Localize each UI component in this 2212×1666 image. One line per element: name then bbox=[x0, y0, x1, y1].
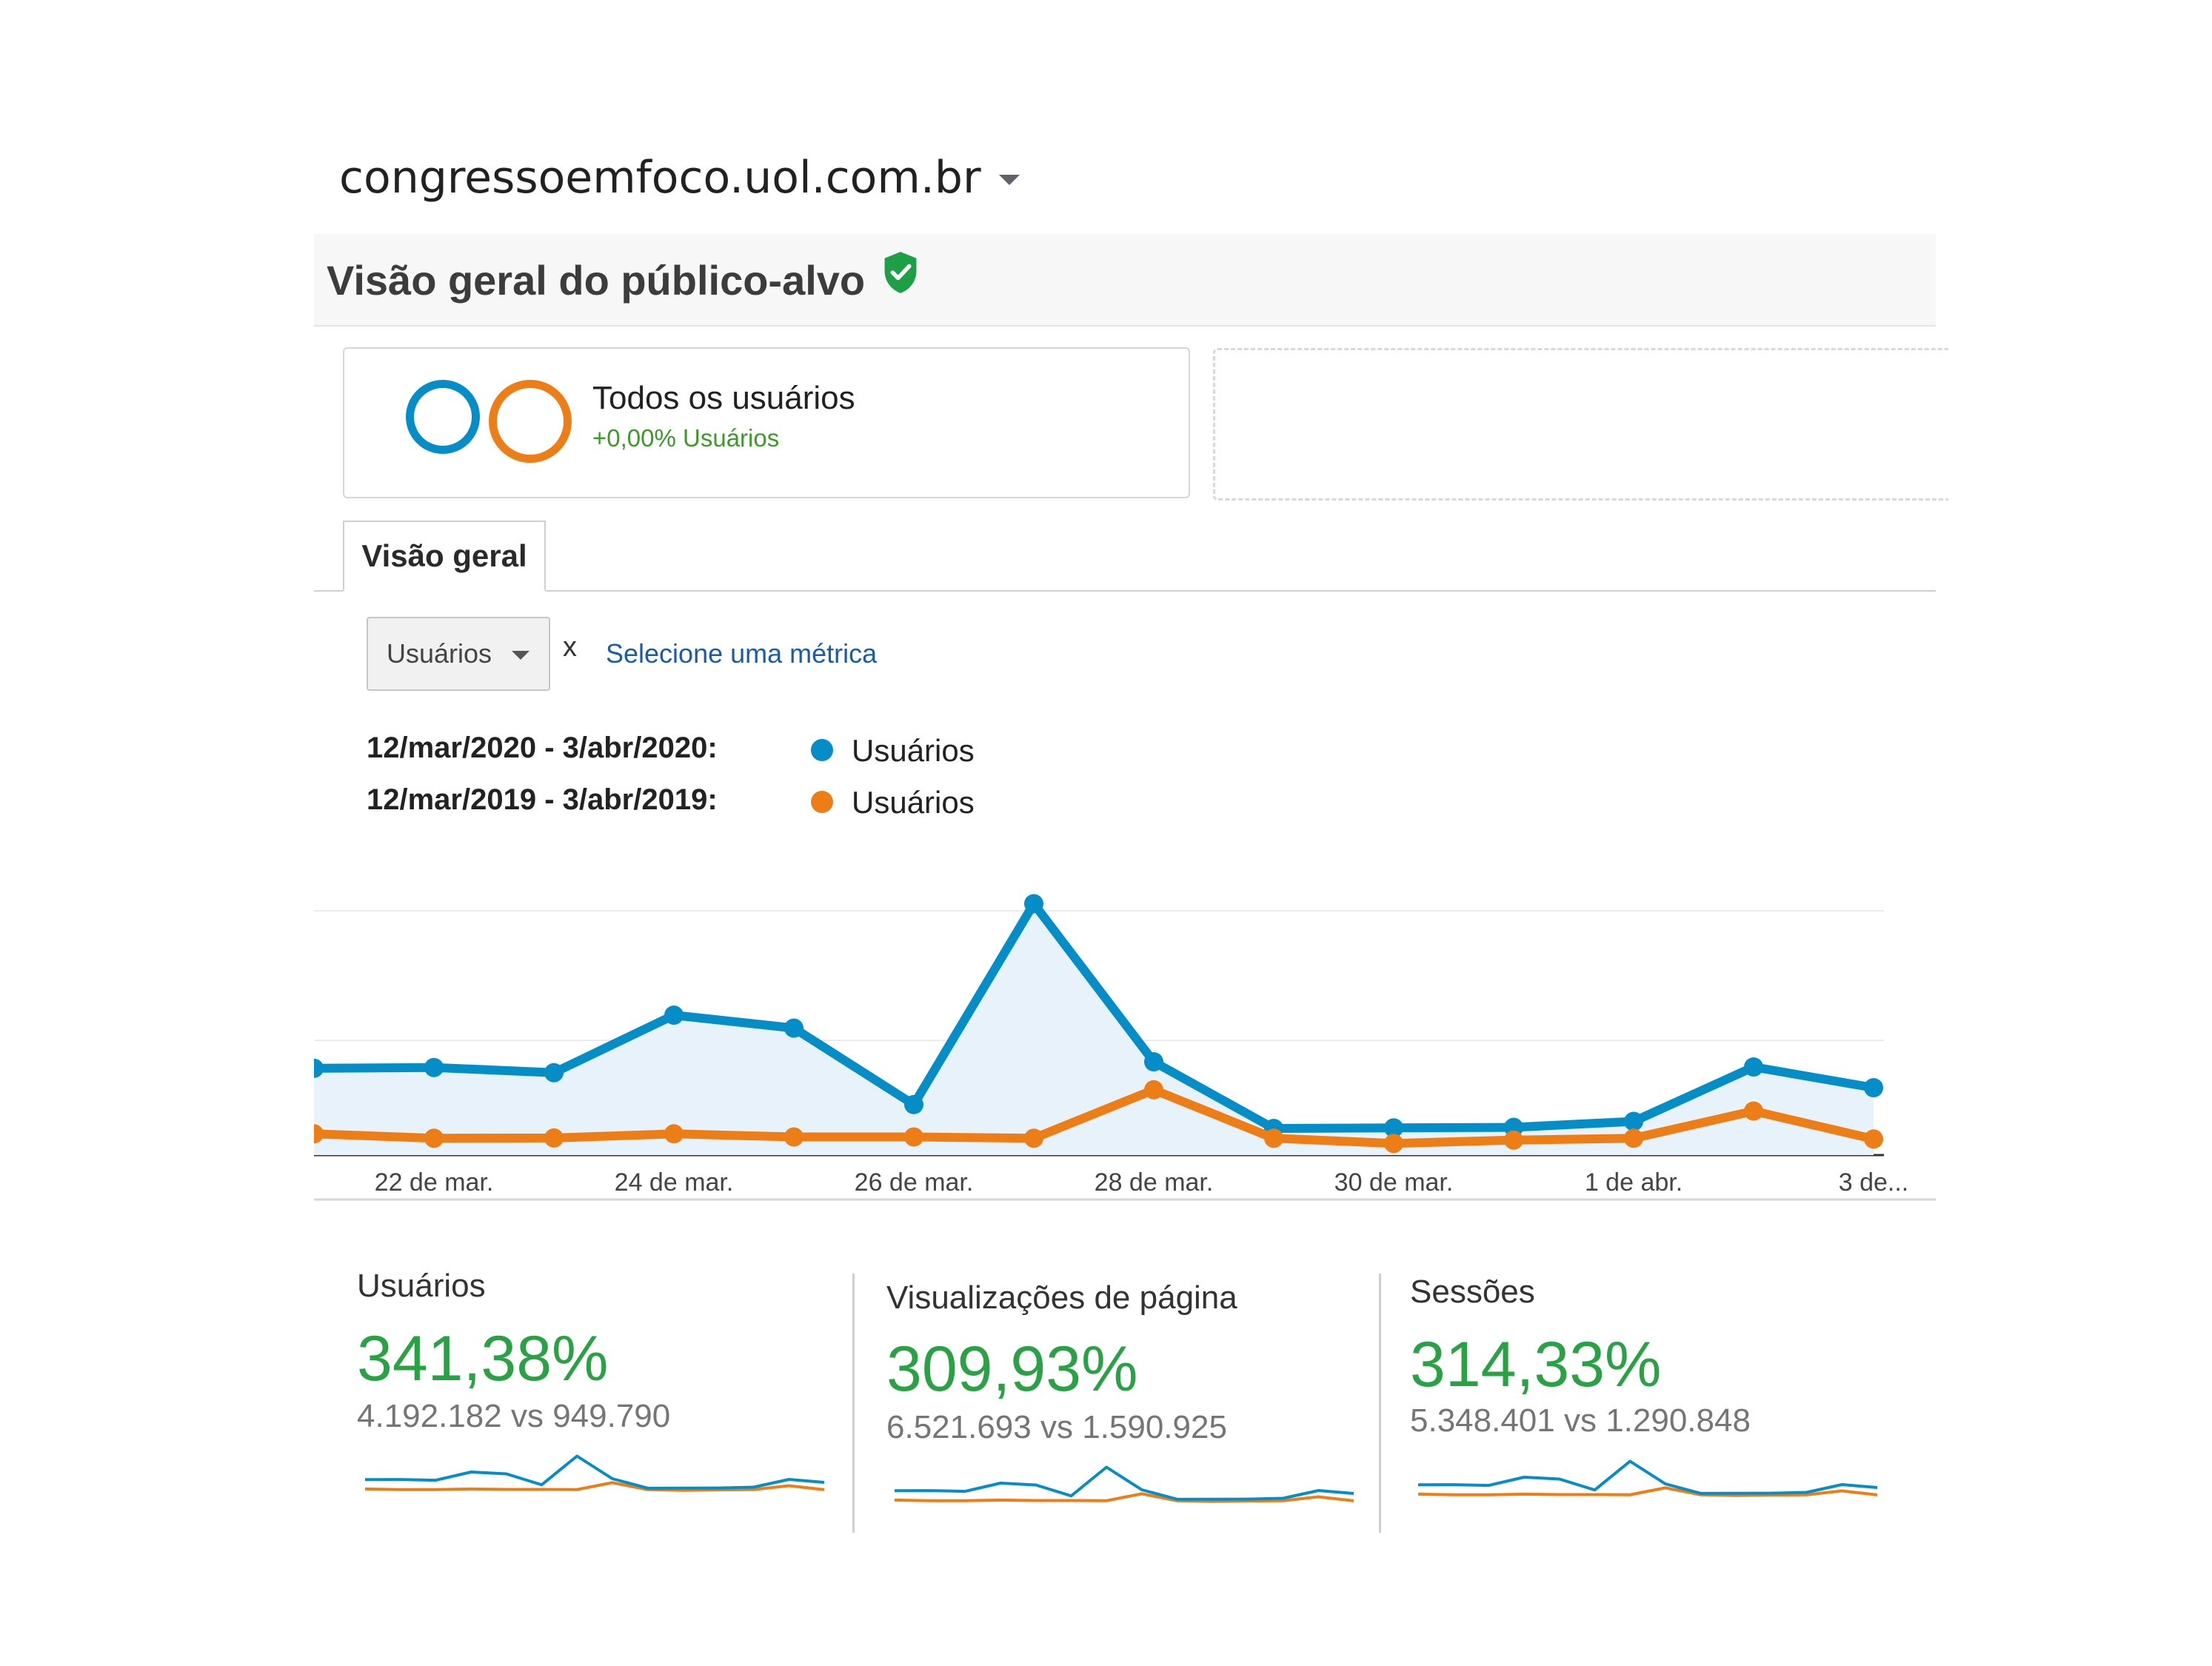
series-previous-point-1 bbox=[424, 1128, 444, 1148]
series-current-point-5 bbox=[904, 1094, 923, 1114]
sparkline-current bbox=[364, 1454, 825, 1490]
add-segment-placeholder[interactable] bbox=[1213, 348, 1948, 501]
x-tick-label: 26 de mar. bbox=[855, 1168, 974, 1197]
series-current-point-0 bbox=[314, 1058, 324, 1078]
series-current-point-6 bbox=[1024, 894, 1043, 914]
legend-range-previous: 12/mar/2019 - 3/abr/2019: bbox=[367, 783, 718, 816]
series-previous-point-11 bbox=[1624, 1128, 1643, 1148]
property-name: congressoemfoco.uol.com.br bbox=[339, 152, 981, 204]
x-tick-label: 3 de... bbox=[1839, 1168, 1909, 1197]
metric-dropdown-value: Usuários bbox=[387, 638, 492, 669]
sparkline-previous bbox=[364, 1481, 825, 1492]
legend-range-current: 12/mar/2020 - 3/abr/2020: bbox=[367, 732, 718, 764]
series-current-point-12 bbox=[1744, 1057, 1763, 1077]
scorecard-pageviews-percent: 309,93% bbox=[886, 1334, 1138, 1405]
series-previous-point-7 bbox=[1144, 1080, 1163, 1100]
tab-overview[interactable]: Visão geral bbox=[343, 521, 546, 592]
users-line-chart[interactable]: 22 de mar. 24 de mar. 26 de mar. 28 de mar.… bbox=[314, 859, 1936, 1207]
tab-divider bbox=[314, 590, 1936, 592]
report-header bbox=[314, 234, 1936, 327]
scorecard-users-percent: 341,38% bbox=[357, 1323, 609, 1394]
series-current-point-2 bbox=[544, 1063, 564, 1083]
series-previous-point-2 bbox=[544, 1128, 564, 1148]
series-current-point-4 bbox=[784, 1018, 803, 1038]
scorecard-sessions-compare: 5.348.401 vs 1.290.848 bbox=[1410, 1402, 1751, 1439]
scorecard-sessions-sparkline bbox=[1417, 1459, 1878, 1497]
sparkline-previous bbox=[894, 1492, 1354, 1503]
x-tick-label: 22 de mar. bbox=[375, 1168, 494, 1197]
segment-change: +0,00% Usuários bbox=[592, 424, 780, 452]
series-current-point-7 bbox=[1144, 1052, 1163, 1071]
legend-label-previous: Usuários bbox=[852, 785, 975, 820]
scorecard-pageviews-compare: 6.521.693 vs 1.590.925 bbox=[886, 1409, 1227, 1445]
sparkline-current bbox=[894, 1465, 1354, 1501]
scorecard-pageviews-title: Visualizações de página bbox=[886, 1279, 1237, 1316]
series-current-point-1 bbox=[424, 1057, 444, 1077]
series-previous-point-13 bbox=[1864, 1129, 1883, 1149]
series-previous-point-9 bbox=[1384, 1134, 1403, 1154]
series-current-point-11 bbox=[1624, 1111, 1643, 1131]
series-previous-point-4 bbox=[784, 1127, 803, 1147]
sparkline-previous bbox=[1417, 1486, 1878, 1497]
series-previous-point-12 bbox=[1744, 1101, 1763, 1121]
series-previous-point-10 bbox=[1504, 1130, 1523, 1150]
scorecard-users-compare: 4.192.182 vs 949.790 bbox=[357, 1398, 671, 1434]
segment-current-circle-icon bbox=[406, 380, 480, 454]
series-current-area bbox=[314, 903, 1874, 1155]
series-previous-point-5 bbox=[904, 1127, 923, 1147]
series-previous-point-8 bbox=[1264, 1128, 1283, 1148]
series-current-point-9 bbox=[1384, 1118, 1403, 1138]
x-tick-label: 24 de mar. bbox=[615, 1168, 734, 1197]
legend-dot-previous bbox=[811, 791, 833, 813]
legend-label-current: Usuários bbox=[852, 733, 975, 768]
series-current-point-3 bbox=[664, 1006, 684, 1025]
series-previous-point-3 bbox=[664, 1124, 684, 1144]
segment-card[interactable] bbox=[343, 347, 1190, 498]
scorecard-sessions-title: Sessões bbox=[1410, 1274, 1535, 1310]
x-tick-label: 1 de abr. bbox=[1585, 1168, 1683, 1197]
scorecard-divider bbox=[852, 1274, 855, 1533]
x-tick-label: 30 de mar. bbox=[1334, 1168, 1454, 1197]
series-previous-point-0 bbox=[314, 1124, 324, 1144]
vs-separator: x bbox=[563, 632, 577, 663]
page-title: Visão geral do público-alvo bbox=[327, 256, 866, 304]
series-previous-point-6 bbox=[1024, 1128, 1043, 1148]
scorecard-users-sparkline bbox=[364, 1454, 825, 1492]
caret-down-icon bbox=[512, 651, 529, 660]
legend-dot-current bbox=[811, 739, 833, 761]
series-current-line bbox=[314, 899, 1878, 1133]
scorecard-divider bbox=[1379, 1274, 1381, 1533]
series-current-point-13 bbox=[1864, 1078, 1883, 1097]
segment-previous-circle-icon bbox=[489, 380, 572, 463]
segment-name: Todos os usuários bbox=[592, 380, 855, 416]
scorecard-sessions-percent: 314,33% bbox=[1410, 1329, 1662, 1400]
series-previous-line bbox=[314, 1085, 1878, 1148]
metric-dropdown[interactable]: Usuários bbox=[367, 617, 550, 691]
property-selector[interactable]: congressoemfoco.uol.com.br bbox=[339, 144, 1020, 211]
x-tick-label: 28 de mar. bbox=[1095, 1168, 1214, 1197]
shield-check-icon bbox=[884, 252, 917, 293]
sparkline-current bbox=[1417, 1459, 1878, 1495]
scorecard-pageviews-sparkline bbox=[894, 1465, 1354, 1503]
scorecard-users-title: Usuários bbox=[357, 1268, 486, 1304]
caret-down-icon bbox=[998, 175, 1020, 185]
select-metric-link[interactable]: Selecione uma métrica bbox=[606, 638, 878, 669]
